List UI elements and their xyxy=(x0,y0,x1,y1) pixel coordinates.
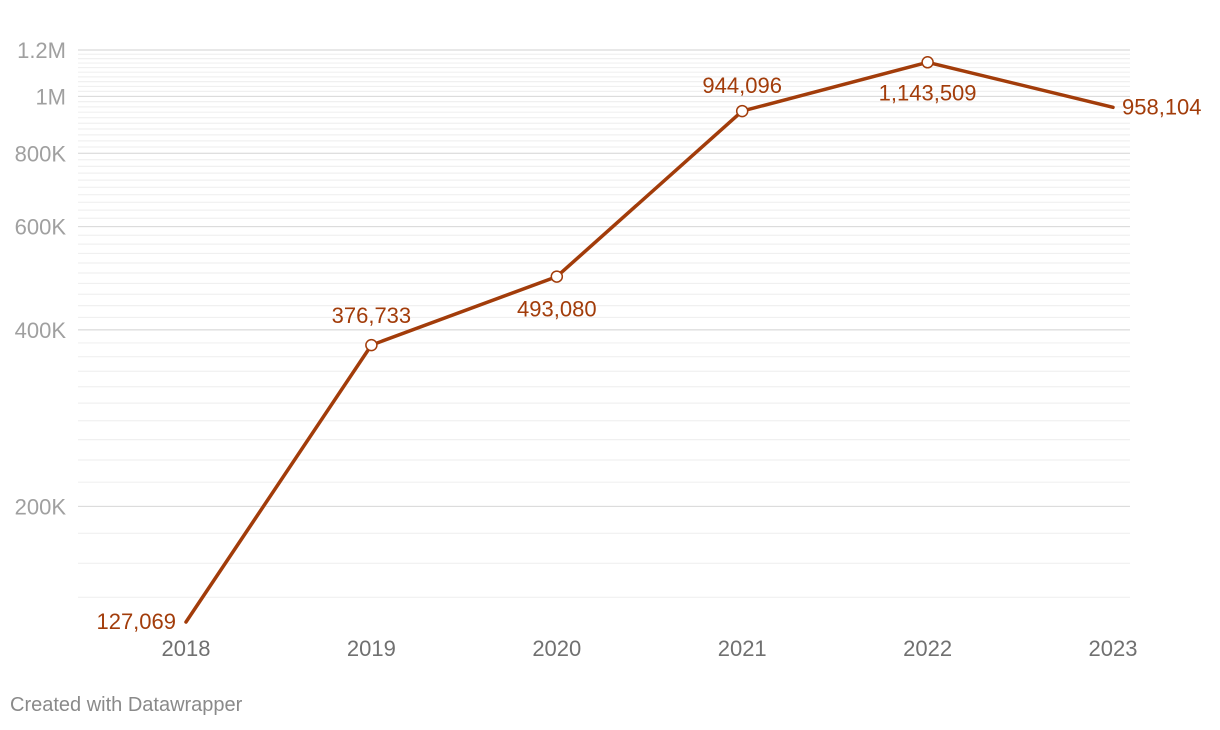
x-tick-label: 2020 xyxy=(532,636,581,661)
y-axis-tick-labels: 200K 400K 600K 800K 1M 1.2M xyxy=(15,38,67,519)
x-axis-tick-labels: 2018 2019 2020 2021 2022 2023 xyxy=(162,636,1138,661)
x-tick-label: 2018 xyxy=(162,636,211,661)
x-tick-label: 2021 xyxy=(718,636,767,661)
data-label: 1,143,509 xyxy=(879,80,977,105)
series-line xyxy=(184,60,1115,624)
x-tick-label: 2019 xyxy=(347,636,396,661)
y-tick-label: 400K xyxy=(15,318,67,343)
point-marker xyxy=(365,338,378,352)
chart-credit: Created with Datawrapper xyxy=(10,694,243,716)
point-marker-layer xyxy=(365,56,934,352)
x-tick-label: 2022 xyxy=(903,636,952,661)
data-label: 127,069 xyxy=(96,609,176,634)
y-tick-label: 200K xyxy=(15,494,67,519)
data-label: 944,096 xyxy=(702,73,782,98)
y-tick-label: 1.2M xyxy=(17,38,66,63)
x-tick-label: 2023 xyxy=(1089,636,1138,661)
data-label: 493,080 xyxy=(517,297,597,322)
data-label-layer: 127,069 376,733 493,080 944,096 1,143,509 958… xyxy=(96,73,1201,634)
grid-layer xyxy=(78,49,1130,598)
point-marker xyxy=(735,104,749,118)
y-tick-label: 800K xyxy=(15,141,67,166)
point-marker xyxy=(921,56,934,69)
series-line-layer xyxy=(184,60,1115,624)
y-tick-label: 600K xyxy=(15,215,67,240)
point-marker xyxy=(550,270,564,283)
data-label: 376,733 xyxy=(332,303,412,328)
y-tick-label: 1M xyxy=(35,84,66,109)
data-label: 958,104 xyxy=(1122,94,1202,119)
